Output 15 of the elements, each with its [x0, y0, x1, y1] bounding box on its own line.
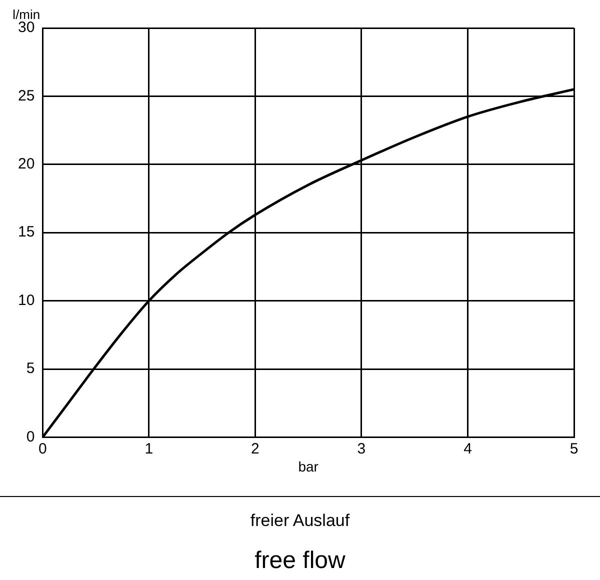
y-tick-label: 5	[26, 360, 35, 378]
x-axis-title: bar	[298, 458, 319, 474]
x-tick-label: 0	[38, 440, 47, 458]
text: free flow	[254, 547, 346, 575]
y-tick-label: 20	[18, 156, 35, 173]
y-tick-label: 0	[26, 428, 35, 446]
x-tick-label: 5	[570, 440, 578, 458]
y-tick-label: 10	[18, 292, 35, 309]
y-tick-label: 25	[18, 87, 35, 104]
x-tick-label: 4	[464, 440, 472, 458]
x-tick-label: 3	[357, 440, 366, 458]
x-tick-label: 1	[144, 440, 154, 458]
text: freier Auslauf	[249, 511, 351, 531]
x-tick-label: 2	[251, 440, 260, 458]
y-tick-label: 15	[18, 224, 35, 241]
